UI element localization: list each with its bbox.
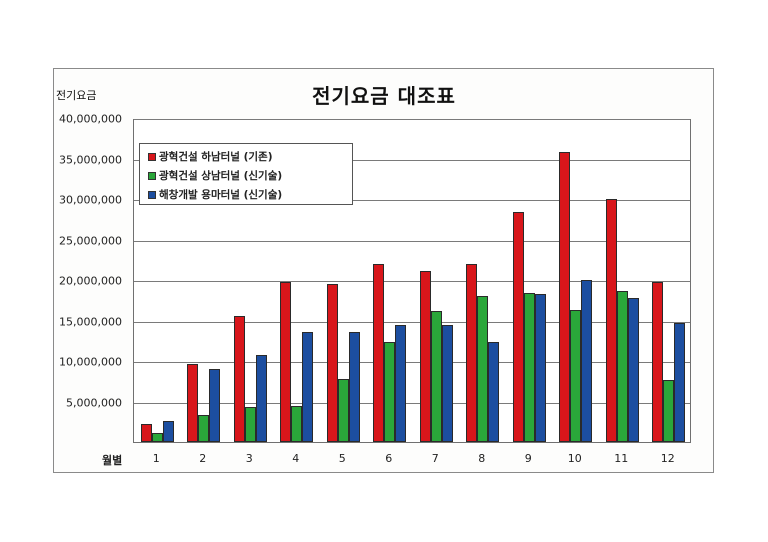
legend-swatch-icon	[148, 171, 156, 180]
x-tick-label: 8	[478, 452, 486, 465]
bar-series-2-month-7	[441, 325, 453, 442]
y-tick-label: 35,000,000	[59, 153, 122, 166]
y-tick-label: 30,000,000	[59, 193, 122, 207]
x-tick-label: 10	[567, 452, 582, 465]
legend-label: 해창개발 용마터널 (신기술)	[159, 189, 283, 201]
bar-series-0-month-11	[605, 199, 617, 442]
chart-title: 전기요금 대조표	[312, 84, 456, 108]
bar-series-1-month-5	[337, 378, 349, 442]
bar-series-1-month-12	[663, 380, 675, 442]
gridline	[134, 119, 690, 120]
x-tick-label: 3	[245, 452, 253, 465]
bar-series-0-month-10	[559, 152, 571, 442]
bar-series-2-month-5	[348, 331, 360, 442]
x-tick-label: 6	[385, 452, 393, 465]
bar-series-0-month-5	[326, 284, 338, 442]
legend: 광혁건설 하남터널 (기존) 광혁건설 상남터널 (신기술) 해창개발 용마터널 (…	[139, 143, 353, 205]
gridline	[134, 159, 690, 161]
bar-series-0-month-4	[280, 281, 292, 442]
y-tick-label: 15,000,000	[59, 315, 122, 328]
bar-series-2-month-6	[395, 325, 407, 442]
y-tick-label: 20,000,000	[59, 274, 122, 288]
gridline	[134, 321, 690, 323]
x-tick-label: 2	[199, 452, 207, 465]
legend-label: 광혁건설 상남터널 (신기술)	[159, 170, 283, 182]
bar-series-1-month-11	[616, 291, 628, 442]
bar-series-0-month-6	[373, 263, 385, 442]
bar-series-2-month-9	[534, 293, 546, 442]
bar-series-1-month-10	[570, 309, 582, 442]
x-tick-label: 1	[152, 452, 160, 465]
x-tick-label: 9	[524, 452, 532, 465]
gridline	[134, 402, 690, 404]
y-tick-label: 40,000,000	[59, 112, 122, 126]
legend-item: 광혁건설 상남터널 (신기술)	[148, 166, 352, 185]
bar-series-2-month-11	[627, 297, 639, 442]
bar-series-0-month-12	[652, 282, 664, 442]
x-tick-label: 4	[292, 452, 300, 465]
y-tick-label: 25,000,000	[59, 234, 122, 247]
bar-series-1-month-8	[477, 296, 489, 442]
x-axis-label: 월별	[102, 454, 123, 467]
bar-series-0-month-9	[512, 211, 524, 442]
bar-series-0-month-8	[466, 263, 478, 442]
gridline	[134, 281, 690, 282]
bar-series-1-month-3	[244, 407, 256, 442]
legend-item: 광혁건설 하남터널 (기존)	[148, 147, 352, 166]
x-tick-label: 11	[614, 452, 629, 465]
x-tick-label: 12	[660, 452, 675, 465]
bar-series-2-month-12	[674, 322, 686, 442]
x-tick-label: 7	[431, 452, 439, 465]
gridline	[134, 240, 690, 242]
y-tick-label: 5,000,000	[66, 396, 122, 409]
bar-series-2-month-3	[255, 355, 267, 442]
bar-series-0-month-2	[187, 364, 199, 442]
bar-series-2-month-10	[581, 280, 593, 442]
gridline	[134, 200, 690, 201]
bar-series-1-month-7	[430, 310, 442, 442]
bar-series-1-month-2	[198, 415, 210, 442]
bar-series-2-month-2	[209, 369, 221, 442]
legend-label: 광혁건설 하남터널 (기존)	[159, 151, 273, 163]
bar-series-1-month-6	[384, 342, 396, 442]
x-tick-label: 5	[338, 452, 346, 465]
y-axis-label: 전기요금	[56, 89, 97, 102]
bar-series-0-month-7	[419, 271, 431, 442]
bar-series-1-month-9	[523, 292, 535, 442]
y-tick-label: 10,000,000	[59, 355, 122, 369]
bar-series-2-month-8	[488, 342, 500, 442]
bar-series-1-month-4	[291, 406, 303, 442]
bar-series-2-month-4	[302, 331, 314, 442]
bar-series-1-month-1	[151, 433, 163, 442]
bar-series-0-month-3	[233, 316, 245, 442]
gridline	[134, 362, 690, 363]
plot-area: 광혁건설 하남터널 (기존) 광혁건설 상남터널 (신기술) 해창개발 용마터널 (…	[133, 119, 691, 443]
legend-swatch-icon	[148, 190, 156, 199]
bar-series-0-month-1	[140, 424, 152, 442]
bar-series-2-month-1	[162, 420, 174, 442]
legend-item: 해창개발 용마터널 (신기술)	[148, 185, 352, 204]
legend-swatch-icon	[148, 152, 156, 161]
